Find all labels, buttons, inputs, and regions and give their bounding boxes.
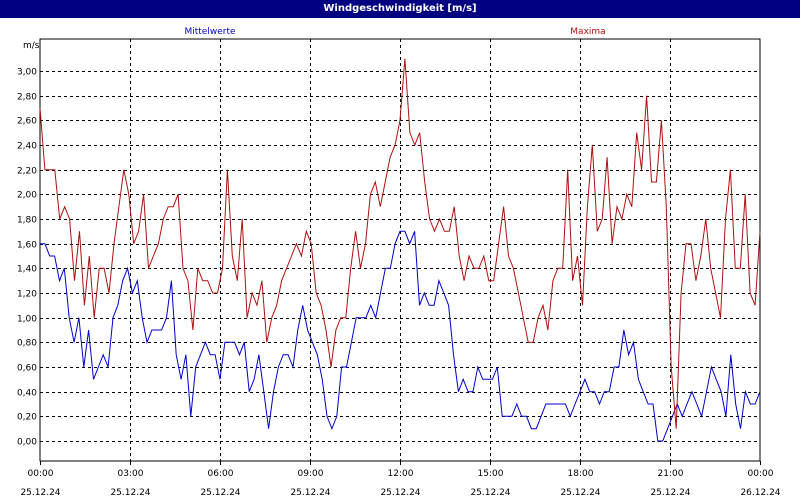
- y-tick-labels: 3,00 2,80 2,60 2,40 2,20 2,00 1,80 1,60 1,40 1,20…: [17, 68, 37, 448]
- x-tick-date: 26.12.24: [740, 488, 780, 498]
- x-tick-time: 12:00: [388, 469, 414, 479]
- y-axis-unit-label: m/s: [23, 41, 40, 51]
- x-tick-date: 25.12.24: [470, 488, 510, 498]
- y-tick-label: 2,40: [17, 142, 37, 152]
- y-tick-label: 0,40: [17, 389, 37, 399]
- x-tick-date: 25.12.24: [650, 488, 690, 498]
- x-tick-date: 25.12.24: [20, 488, 60, 498]
- series-line-maxima: [39, 58, 761, 429]
- chart-canvas: 3,00 2,80 2,60 2,40 2,20 2,00 1,80 1,60 1,40 1,20…: [17, 27, 781, 498]
- x-tick-time: 15:00: [478, 469, 504, 479]
- x-tick-time: 06:00: [208, 469, 234, 479]
- chart-series: [39, 58, 761, 442]
- x-tick-date: 25.12.24: [560, 488, 600, 498]
- y-tick-label: 1,20: [17, 290, 37, 300]
- x-tick-date: 25.12.24: [380, 488, 420, 498]
- y-tick-label: 2,60: [17, 117, 37, 127]
- legend-entry-mittelwerte: Mittelwerte: [184, 27, 235, 37]
- y-tick-label: 3,00: [17, 68, 37, 78]
- legend-entry-maxima: Maxima: [570, 27, 605, 37]
- y-tick-label: 2,20: [17, 167, 37, 177]
- y-tick-label: 1,00: [17, 315, 37, 325]
- series-line-mittelwerte: [40, 230, 761, 442]
- y-tick-label: 2,80: [17, 93, 37, 103]
- x-tick-labels: 00:00 25.12.24 03:00 25.12.24 06:00 25.12.24 0…: [20, 469, 780, 498]
- x-tick-time: 21:00: [658, 469, 684, 479]
- x-tick-time: 03:00: [118, 469, 144, 479]
- x-tick-date: 25.12.24: [110, 488, 150, 498]
- y-tick-label: 1,40: [17, 265, 37, 275]
- y-tick-label: 0,00: [17, 438, 37, 448]
- y-tick-label: 0,80: [17, 339, 37, 349]
- y-tick-label: 0,60: [17, 364, 37, 374]
- x-tick-date: 25.12.24: [200, 488, 240, 498]
- x-tick-time: 00:00: [748, 469, 774, 479]
- y-tick-label: 0,20: [17, 413, 37, 423]
- y-tick-label: 2,00: [17, 191, 37, 201]
- chart-title: Windgeschwindigkeit [m/s]: [0, 0, 800, 18]
- x-tick-time: 18:00: [568, 469, 594, 479]
- chart-grid: [40, 39, 760, 461]
- x-tick-time: 09:00: [298, 469, 324, 479]
- x-tick-date: 25.12.24: [290, 488, 330, 498]
- x-tick-time: 00:00: [28, 469, 54, 479]
- chart-axes: [39, 38, 761, 465]
- y-tick-label: 1,60: [17, 241, 37, 251]
- y-tick-label: 1,80: [17, 216, 37, 226]
